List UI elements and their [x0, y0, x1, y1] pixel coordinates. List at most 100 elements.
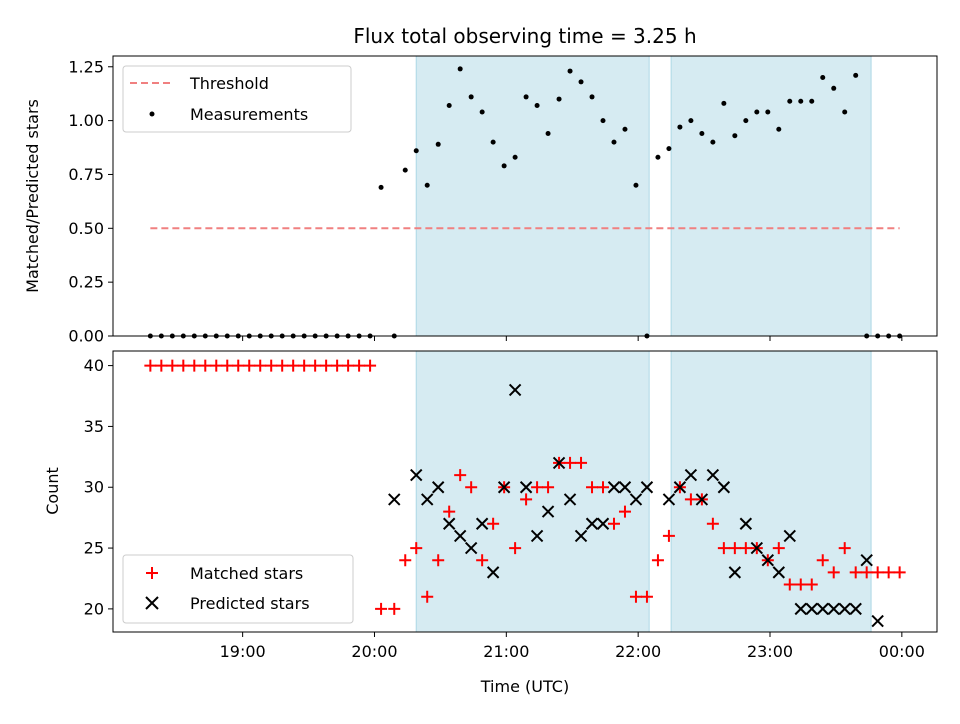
matched-stars-point [144, 359, 157, 372]
matched-stars-point [531, 481, 544, 494]
predicted-stars-point [530, 529, 544, 543]
matched-stars-point [717, 542, 730, 555]
matched-stars-point [849, 566, 862, 579]
matched-stars-point [893, 566, 906, 579]
ratio-y-axis: 0.00 0.25 0.50 0.75 1.00 1.25 [68, 57, 113, 346]
predicted-stars-point [618, 481, 632, 494]
matched-stars-point [838, 542, 851, 555]
matched-stars-point [177, 359, 190, 372]
measurements-point [501, 163, 507, 169]
matched-stars-point [542, 481, 555, 494]
measurements-point [567, 68, 573, 74]
matched-stars-point [487, 517, 500, 530]
matched-stars-point [662, 529, 675, 542]
predicted-stars-point [783, 529, 796, 543]
legend-matched-label: Matched stars [190, 564, 303, 583]
predicted-stars-point [431, 481, 445, 494]
predicted-stars-point [541, 505, 555, 518]
matched-stars-point [443, 505, 456, 518]
matched-stars-point [739, 542, 752, 555]
predicted-stars-point [464, 541, 478, 555]
matched-stars-point [188, 359, 201, 372]
measurements-point [490, 139, 496, 145]
predicted-stars-point [519, 481, 533, 494]
matched-stars-point [155, 359, 168, 372]
matched-stars-point [199, 359, 212, 372]
measurements-point [677, 124, 683, 130]
matched-stars-point [509, 542, 522, 555]
predicted-stars-point [706, 468, 720, 482]
matched-stars-point [265, 359, 278, 372]
x-tick-label: 20:00 [351, 642, 397, 661]
legend-predicted-label: Predicted stars [190, 594, 310, 613]
matched-stars-point [421, 590, 434, 603]
observing-window-1 [415, 350, 650, 633]
count-panel: 20 25 30 35 40 19:00 20:00 21:00 22:00 23:00 00:0… [43, 350, 938, 696]
legend-measurements-swatch [149, 111, 155, 117]
measurements-point [589, 94, 595, 100]
matched-stars-point [410, 542, 423, 555]
measurements-point [402, 167, 408, 173]
predicted-stars-point [805, 602, 818, 616]
predicted-stars-point [816, 602, 829, 616]
matched-stars-point [320, 359, 333, 372]
predicted-stars-point [640, 481, 654, 494]
measurements-point [600, 118, 606, 124]
observing-window-1 [415, 55, 650, 337]
predicted-stars-point [410, 468, 423, 482]
y-tick-label: 1.00 [68, 111, 104, 130]
predicted-stars-point [442, 517, 456, 530]
matched-stars-point [221, 359, 234, 372]
matched-stars-point [210, 359, 223, 372]
measurements-point [732, 133, 738, 139]
measurements-point [413, 148, 419, 154]
predicted-stars-point [684, 468, 698, 482]
matched-stars-point [772, 542, 785, 555]
x-tick-label: 23:00 [747, 642, 793, 661]
ratio-x-ticks [242, 336, 903, 341]
matched-stars-point [309, 359, 322, 372]
y-tick-label: 30 [84, 478, 104, 497]
predicted-stars-point [453, 529, 467, 543]
predicted-stars-point [673, 481, 687, 494]
x-tick-label: 00:00 [879, 642, 925, 661]
predicted-stars-point [662, 493, 676, 506]
measurements-point [468, 94, 474, 100]
matched-stars-point [827, 566, 840, 579]
legend-matched-swatch [146, 567, 158, 579]
predicted-stars-point [761, 554, 775, 567]
observing-window-2 [670, 350, 872, 633]
y-tick-label: 0.75 [68, 165, 104, 184]
matched-stars-point [454, 469, 467, 482]
measurements-point [688, 118, 694, 124]
observing-window-2 [670, 55, 872, 337]
measurements-point [842, 109, 848, 115]
count-y-axis-label: Count [43, 467, 62, 515]
x-tick-label: 22:00 [615, 642, 661, 661]
predicted-stars-point [421, 493, 434, 506]
matched-stars-point [640, 590, 653, 603]
count-legend-box [122, 554, 354, 624]
matched-stars-point [353, 359, 366, 372]
ratio-legend: Threshold Measurements [122, 65, 352, 133]
predicted-stars-point [827, 602, 840, 616]
matched-stars-point [388, 602, 401, 615]
predicted-stars-point [750, 541, 764, 555]
matched-stars-point [364, 359, 377, 372]
ratio-legend-box [122, 65, 352, 133]
count-y-axis: 20 25 30 35 40 [84, 356, 113, 618]
matched-stars-point [794, 578, 807, 591]
chart-title: Flux total observing time = 3.25 h [353, 24, 696, 48]
y-tick-label: 35 [84, 417, 104, 436]
count-panel-frame [112, 350, 938, 633]
matched-stars-point [607, 517, 620, 530]
matched-stars-point [575, 456, 588, 469]
matched-stars-point [728, 542, 741, 555]
predicted-stars-point [695, 493, 709, 506]
measurements-point [622, 126, 628, 132]
measurements-point [820, 75, 826, 81]
measurements-point [424, 182, 430, 188]
measurements-point [545, 131, 551, 137]
measurements-point [787, 98, 793, 104]
measurements-point [831, 85, 837, 91]
